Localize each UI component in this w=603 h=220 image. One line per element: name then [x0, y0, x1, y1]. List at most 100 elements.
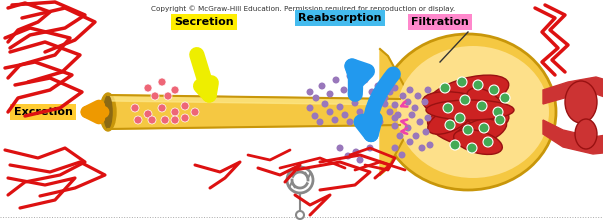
Ellipse shape	[565, 81, 597, 123]
Circle shape	[467, 143, 477, 153]
Ellipse shape	[427, 75, 509, 113]
Circle shape	[411, 104, 418, 112]
Circle shape	[352, 99, 359, 106]
Ellipse shape	[100, 93, 116, 131]
Polygon shape	[108, 95, 400, 105]
Circle shape	[408, 112, 415, 119]
Circle shape	[158, 104, 166, 112]
Circle shape	[382, 95, 388, 101]
Circle shape	[371, 112, 379, 119]
Circle shape	[400, 92, 406, 99]
Text: Copyright © McGraw-Hill Education. Permission required for reproduction or displ: Copyright © McGraw-Hill Education. Permi…	[151, 6, 455, 12]
Circle shape	[397, 132, 403, 139]
Circle shape	[336, 103, 344, 110]
Circle shape	[181, 114, 189, 122]
Circle shape	[131, 104, 139, 112]
Ellipse shape	[380, 34, 556, 190]
Circle shape	[181, 102, 189, 110]
Circle shape	[318, 82, 326, 90]
Ellipse shape	[426, 100, 514, 120]
Text: Reabsorption: Reabsorption	[298, 13, 382, 23]
Circle shape	[326, 90, 333, 97]
Circle shape	[367, 145, 373, 152]
Circle shape	[405, 125, 411, 132]
Circle shape	[353, 148, 359, 156]
Circle shape	[341, 86, 347, 94]
Circle shape	[158, 78, 166, 86]
Circle shape	[406, 139, 414, 145]
Circle shape	[425, 114, 432, 121]
Ellipse shape	[575, 119, 597, 149]
Circle shape	[483, 137, 493, 147]
Circle shape	[362, 117, 368, 123]
Circle shape	[306, 104, 314, 112]
Circle shape	[405, 99, 411, 106]
Circle shape	[151, 92, 159, 100]
Circle shape	[191, 108, 199, 116]
Circle shape	[387, 88, 394, 95]
Circle shape	[387, 108, 394, 116]
Circle shape	[426, 141, 434, 148]
Circle shape	[148, 116, 156, 124]
Ellipse shape	[453, 117, 507, 147]
Circle shape	[376, 119, 384, 125]
Circle shape	[391, 101, 399, 108]
Circle shape	[362, 77, 368, 84]
Circle shape	[406, 86, 414, 94]
Circle shape	[391, 114, 399, 121]
Circle shape	[460, 95, 470, 105]
Ellipse shape	[397, 46, 549, 178]
Polygon shape	[543, 77, 603, 104]
Circle shape	[489, 85, 499, 95]
Circle shape	[368, 88, 376, 95]
Circle shape	[440, 83, 450, 93]
Text: Filtration: Filtration	[411, 17, 469, 27]
Circle shape	[399, 152, 405, 158]
Circle shape	[347, 119, 353, 125]
Circle shape	[134, 116, 142, 124]
Ellipse shape	[467, 88, 505, 120]
Circle shape	[479, 123, 489, 133]
Circle shape	[457, 77, 467, 87]
Circle shape	[450, 140, 460, 150]
Circle shape	[495, 115, 505, 125]
Circle shape	[412, 132, 420, 139]
Circle shape	[171, 86, 179, 94]
Circle shape	[355, 84, 362, 92]
Circle shape	[423, 128, 429, 136]
Circle shape	[171, 108, 179, 116]
Text: Secretion: Secretion	[174, 17, 234, 27]
Polygon shape	[108, 95, 400, 129]
Circle shape	[321, 101, 329, 108]
Circle shape	[414, 92, 421, 99]
Circle shape	[500, 93, 510, 103]
Circle shape	[161, 116, 169, 124]
Ellipse shape	[453, 130, 502, 154]
Ellipse shape	[428, 114, 485, 146]
Circle shape	[443, 103, 453, 113]
Polygon shape	[543, 120, 603, 154]
Circle shape	[477, 101, 487, 111]
Circle shape	[421, 99, 429, 106]
Circle shape	[347, 73, 353, 79]
Circle shape	[332, 77, 339, 84]
Circle shape	[417, 119, 423, 125]
Polygon shape	[380, 49, 408, 175]
Circle shape	[312, 112, 318, 119]
Circle shape	[144, 84, 152, 92]
Circle shape	[164, 92, 172, 100]
Circle shape	[306, 88, 314, 95]
Circle shape	[336, 145, 344, 152]
Text: Excretion: Excretion	[13, 107, 72, 117]
Circle shape	[382, 101, 388, 108]
Circle shape	[391, 84, 399, 92]
Circle shape	[344, 152, 352, 160]
Ellipse shape	[423, 92, 497, 122]
Circle shape	[418, 145, 426, 152]
Circle shape	[317, 119, 323, 125]
Circle shape	[287, 167, 313, 193]
Circle shape	[356, 108, 364, 116]
Circle shape	[493, 107, 503, 117]
Ellipse shape	[103, 95, 113, 129]
Circle shape	[473, 80, 483, 90]
